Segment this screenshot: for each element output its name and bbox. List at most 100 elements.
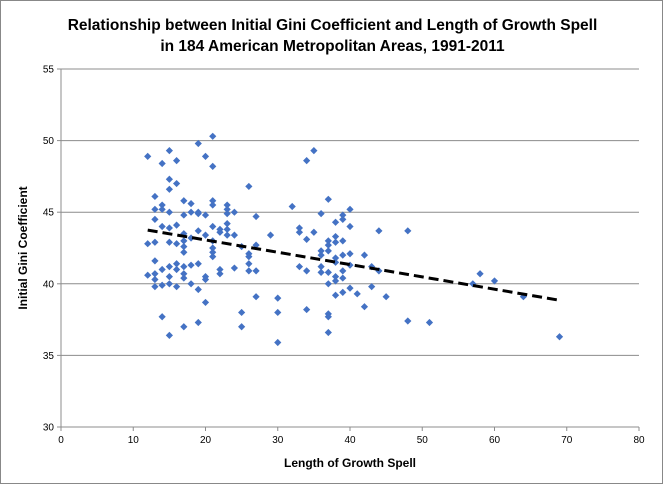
data-point: [324, 241, 332, 249]
data-point: [151, 275, 159, 284]
data-point: [303, 157, 311, 165]
data-point: [216, 228, 224, 236]
data-point: [180, 211, 188, 219]
data-point: [295, 228, 304, 236]
x-tick-label: 10: [128, 435, 140, 446]
data-point: [245, 252, 253, 261]
data-point: [274, 294, 282, 302]
data-point: [151, 215, 159, 223]
data-point: [180, 197, 188, 205]
data-point: [158, 205, 166, 213]
data-point: [223, 210, 231, 218]
x-tick-label: 50: [417, 435, 429, 446]
data-point: [368, 283, 376, 291]
chart-title: Relationship between Initial Gini Coeffi…: [1, 15, 663, 57]
data-point: [303, 267, 311, 275]
data-point: [201, 231, 210, 239]
data-point: [165, 273, 173, 281]
data-point: [331, 277, 340, 285]
data-point: [216, 270, 224, 278]
data-point: [180, 242, 188, 251]
data-point: [303, 305, 311, 314]
data-point: [209, 132, 217, 140]
data-point: [173, 283, 181, 291]
data-point: [187, 200, 195, 208]
data-point: [310, 147, 318, 155]
data-point: [324, 280, 332, 288]
data-point: [339, 215, 347, 223]
data-point: [144, 152, 152, 160]
data-point: [339, 288, 347, 296]
data-point: [230, 208, 238, 216]
data-point: [295, 224, 304, 232]
data-point: [375, 227, 383, 235]
y-tick-label: 50: [43, 136, 55, 147]
data-point: [209, 162, 217, 170]
data-point: [158, 313, 166, 321]
data-point: [346, 205, 354, 213]
data-point: [331, 254, 340, 262]
data-point: [173, 240, 181, 248]
data-point: [288, 202, 296, 211]
data-point: [194, 139, 202, 148]
data-point: [252, 267, 260, 275]
data-point: [165, 185, 173, 193]
data-point: [331, 273, 340, 281]
data-point: [187, 261, 195, 269]
data-point: [201, 211, 210, 219]
x-tick-label: 70: [561, 435, 573, 446]
data-point: [144, 240, 152, 248]
data-point: [252, 212, 260, 221]
data-point: [339, 237, 347, 245]
data-point: [324, 268, 332, 276]
data-point: [180, 237, 188, 245]
x-tick-label: 0: [58, 435, 64, 446]
data-point: [151, 283, 159, 291]
y-tick-label: 30: [43, 423, 55, 434]
title-line-1: Relationship between Initial Gini Coeffi…: [67, 17, 598, 34]
data-point: [151, 257, 159, 265]
data-point: [331, 232, 340, 241]
data-point: [223, 201, 231, 209]
y-tick-label: 45: [43, 208, 55, 219]
data-point: [346, 222, 354, 231]
data-point: [151, 192, 159, 201]
data-point: [404, 227, 412, 235]
data-point: [404, 317, 412, 325]
data-point: [245, 260, 253, 268]
data-point: [158, 159, 166, 168]
data-point: [490, 277, 499, 285]
data-point: [165, 224, 173, 232]
data-point: [165, 208, 173, 216]
data-point: [173, 221, 181, 229]
data-point: [324, 247, 332, 255]
data-point: [173, 260, 181, 268]
data-point: [295, 263, 304, 271]
data-point: [331, 291, 340, 299]
data-point: [252, 293, 260, 301]
data-point: [360, 251, 369, 259]
data-point: [187, 280, 195, 288]
data-point: [165, 238, 173, 246]
data-point: [209, 201, 217, 209]
data-point: [216, 265, 224, 274]
data-point: [274, 338, 282, 347]
data-point: [324, 313, 332, 321]
data-point: [223, 220, 231, 228]
data-point: [201, 275, 210, 284]
x-tick-label: 20: [200, 435, 212, 446]
data-point: [317, 268, 325, 276]
data-point: [245, 267, 253, 275]
data-point: [201, 152, 210, 160]
data-point: [230, 264, 238, 272]
data-point: [180, 263, 188, 271]
data-point: [331, 238, 340, 246]
x-tick-label: 40: [344, 435, 356, 446]
data-point: [173, 157, 181, 165]
data-point: [555, 333, 564, 341]
data-point: [187, 234, 195, 242]
data-point: [266, 231, 275, 239]
data-point: [339, 274, 347, 282]
